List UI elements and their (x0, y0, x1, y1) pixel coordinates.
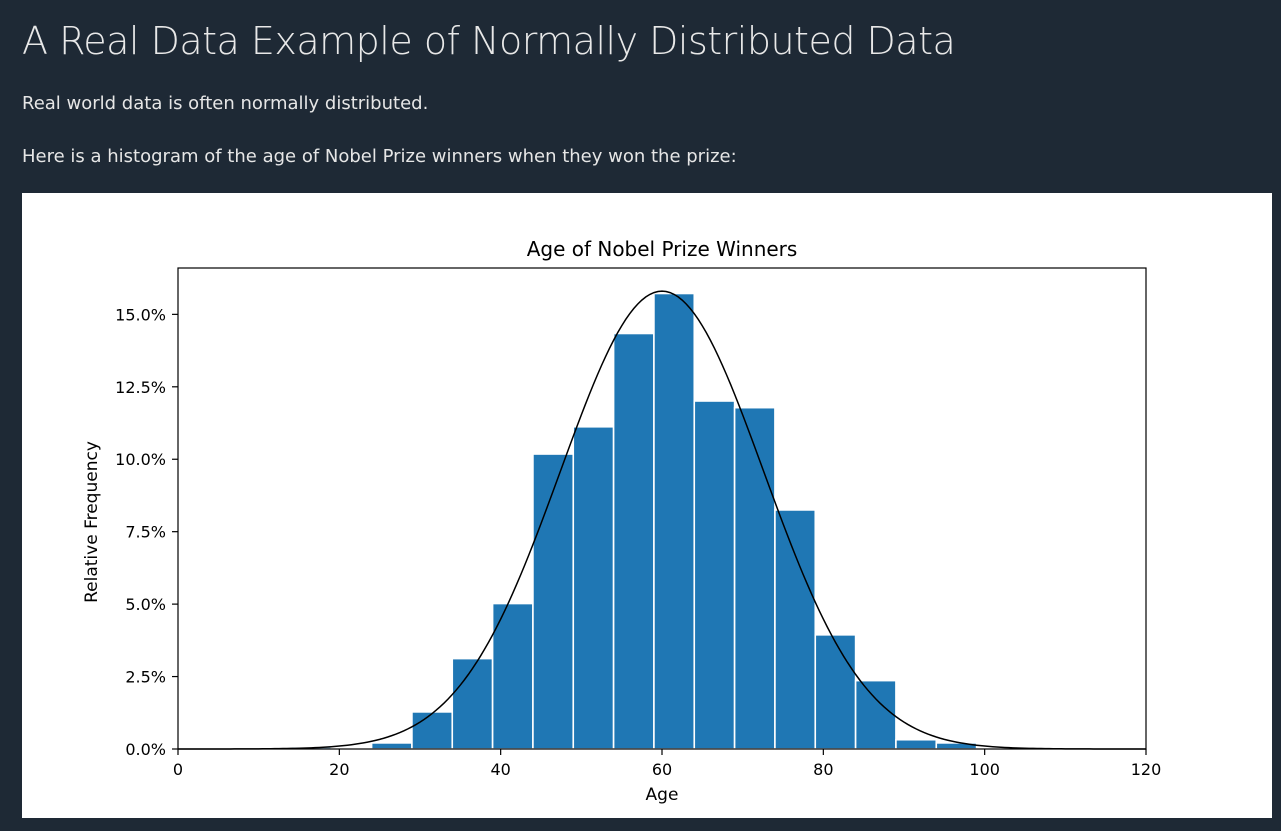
x-axis-ticks: 0 20 40 60 80 100 120 (173, 749, 1161, 779)
normal-curve (178, 290, 1146, 750)
histogram-bar (653, 292, 696, 750)
y-tick-label: 7.5% (125, 523, 166, 542)
histogram-bar (532, 453, 575, 750)
histogram-bar (814, 634, 857, 750)
page-title: A Real Data Example of Normally Distribu… (22, 19, 956, 63)
y-axis-ticks: 0.0% 2.5% 5.0% 7.5% 10.0% 12.5% 15.0% (115, 305, 178, 759)
x-tick-label: 80 (813, 760, 833, 779)
histogram-bar (733, 406, 776, 750)
y-axis-label: Relative Frequency (82, 441, 102, 603)
histogram-bar (774, 509, 817, 750)
histogram-chart: Age of Nobel Prize Winners 0 20 40 60 80 100 1… (82, 237, 1161, 805)
y-tick-label: 5.0% (125, 595, 166, 614)
histogram-bar (693, 400, 736, 750)
x-tick-label: 0 (173, 760, 183, 779)
histogram-bar (491, 602, 534, 750)
histogram-caption: Here is a histogram of the age of Nobel … (22, 146, 737, 167)
histogram-bar (612, 332, 655, 750)
x-tick-label: 40 (490, 760, 510, 779)
histogram-bar (572, 425, 615, 750)
chart-figure: Age of Nobel Prize Winners 0 20 40 60 80 100 1… (22, 193, 1272, 818)
x-axis-label: Age (646, 785, 679, 805)
y-tick-label: 2.5% (125, 668, 166, 687)
y-tick-label: 0.0% (125, 740, 166, 759)
histogram-bar (895, 738, 938, 750)
x-tick-label: 20 (329, 760, 349, 779)
histogram-bar (854, 679, 897, 750)
chart-title: Age of Nobel Prize Winners (527, 237, 798, 261)
y-tick-label: 15.0% (115, 305, 166, 324)
intro-paragraph: Real world data is often normally distri… (22, 93, 429, 114)
y-tick-label: 10.0% (115, 450, 166, 469)
x-tick-label: 120 (1131, 760, 1162, 779)
histogram-bar (451, 657, 494, 750)
histogram-bar (370, 742, 413, 750)
histogram-bars (290, 292, 978, 750)
y-tick-label: 12.5% (115, 378, 166, 397)
histogram-bar (411, 711, 454, 750)
x-tick-label: 100 (969, 760, 1000, 779)
x-tick-label: 60 (652, 760, 672, 779)
